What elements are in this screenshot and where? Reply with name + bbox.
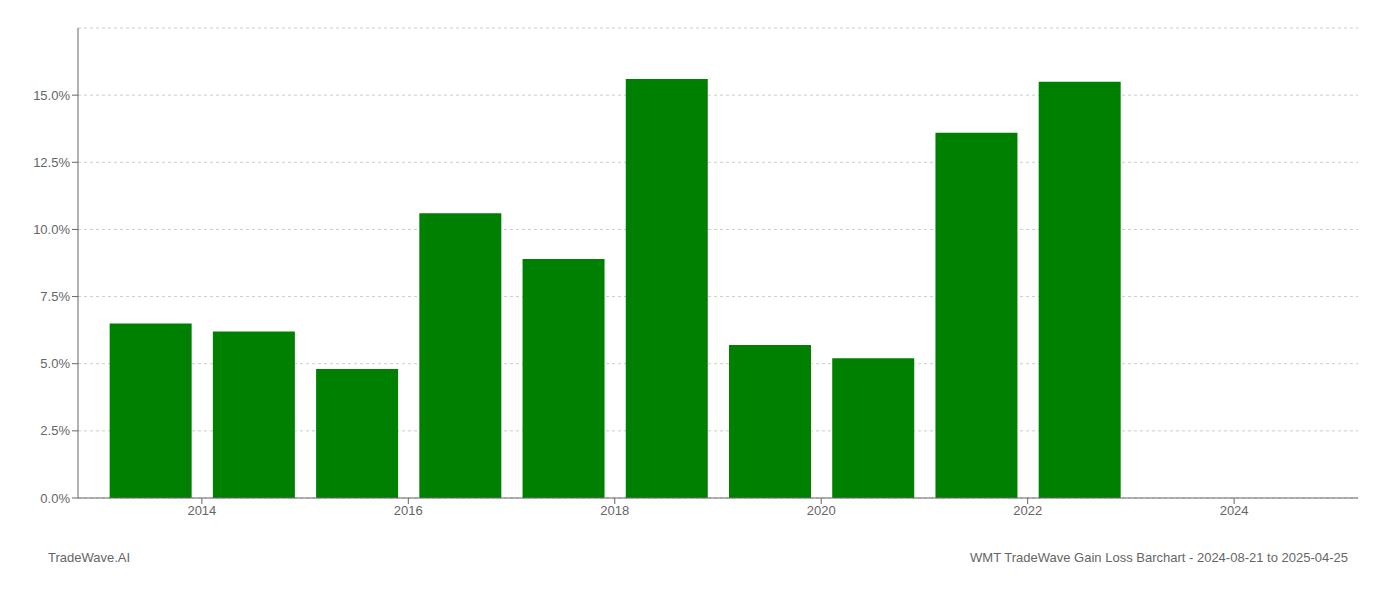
svg-text:12.5%: 12.5%: [33, 155, 70, 170]
svg-text:7.5%: 7.5%: [40, 289, 70, 304]
svg-text:2020: 2020: [807, 503, 836, 518]
svg-text:2022: 2022: [1013, 503, 1042, 518]
svg-text:2014: 2014: [187, 503, 216, 518]
svg-text:10.0%: 10.0%: [33, 222, 70, 237]
svg-text:2.5%: 2.5%: [40, 423, 70, 438]
html-text:WMT TradeWave Gain Loss Barcha: WMT TradeWave Gain Loss Barchart - 2024-…: [970, 550, 1348, 565]
svg-text:2018: 2018: [600, 503, 629, 518]
html-text:TradeWave.AI: TradeWave.AI: [48, 550, 131, 565]
svg-text:15.0%: 15.0%: [33, 88, 70, 103]
svg-text:0.0%: 0.0%: [40, 491, 70, 506]
svg-text:2016: 2016: [394, 503, 423, 518]
svg-text:5.0%: 5.0%: [40, 356, 70, 371]
svg-text:2024: 2024: [1220, 503, 1249, 518]
